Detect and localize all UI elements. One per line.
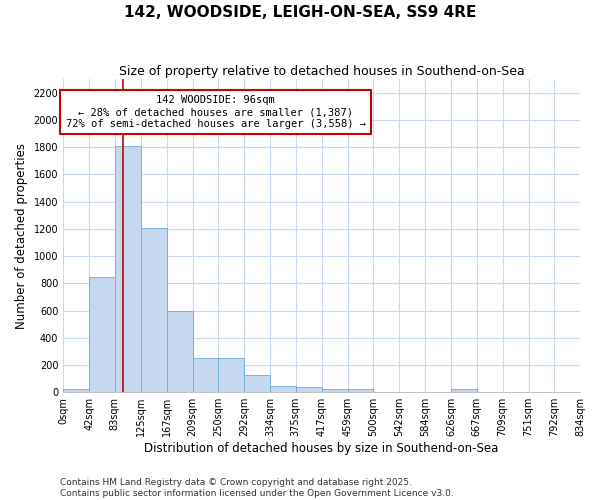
Bar [218,358,244,392]
Text: 142 WOODSIDE: 96sqm
← 28% of detached houses are smaller (1,387)
72% of semi-det: 142 WOODSIDE: 96sqm ← 28% of detached ho… [65,96,365,128]
Bar [270,386,296,392]
Title: Size of property relative to detached houses in Southend-on-Sea: Size of property relative to detached ho… [119,65,524,78]
Bar [167,310,193,392]
Bar [244,375,270,392]
Text: 142, WOODSIDE, LEIGH-ON-SEA, SS9 4RE: 142, WOODSIDE, LEIGH-ON-SEA, SS9 4RE [124,5,476,20]
Bar [193,358,218,392]
Bar [115,146,140,392]
Bar [296,387,322,392]
Bar [89,277,115,392]
Text: Contains HM Land Registry data © Crown copyright and database right 2025.
Contai: Contains HM Land Registry data © Crown c… [60,478,454,498]
Bar [347,390,373,392]
X-axis label: Distribution of detached houses by size in Southend-on-Sea: Distribution of detached houses by size … [145,442,499,455]
Bar [140,228,167,392]
Bar [322,389,347,392]
Y-axis label: Number of detached properties: Number of detached properties [15,142,28,328]
Bar [63,389,89,392]
Bar [451,390,476,392]
